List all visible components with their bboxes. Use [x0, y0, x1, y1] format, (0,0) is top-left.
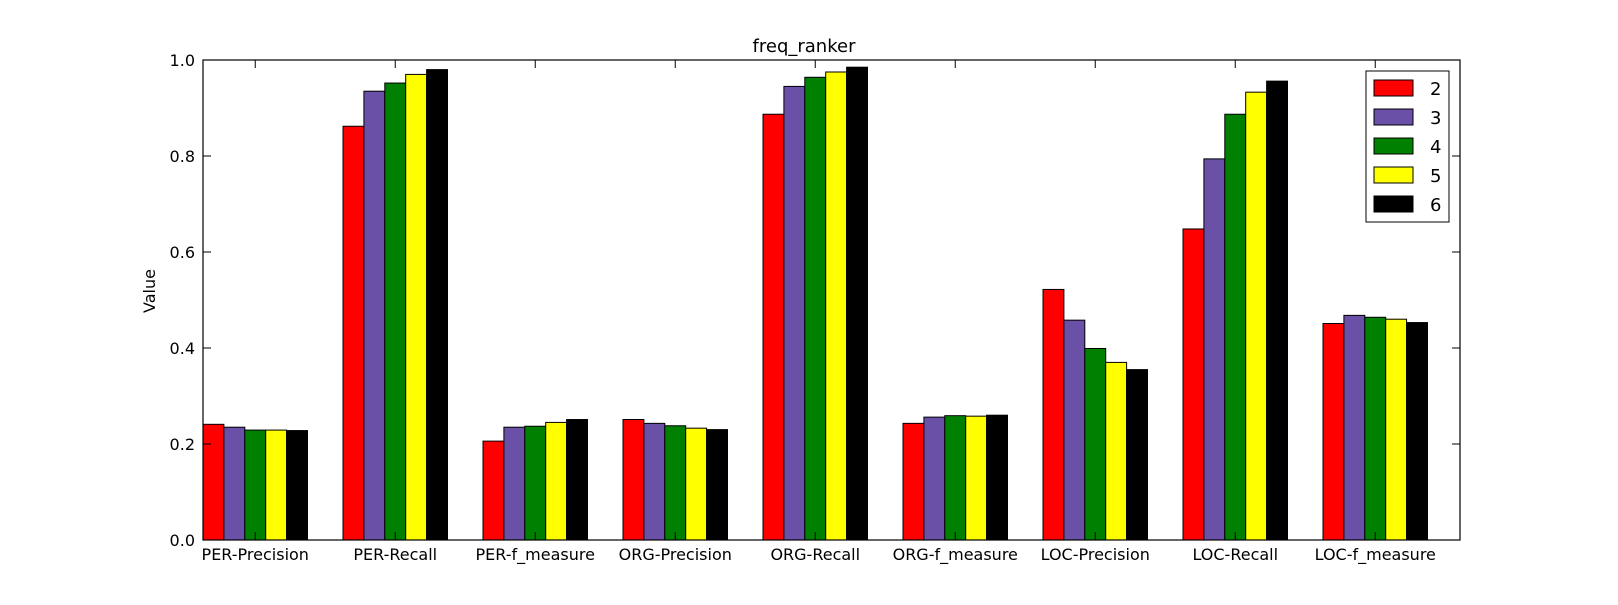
- bar-loc-f_measure-series-5: [1385, 318, 1408, 541]
- x-category-label: ORG-Recall: [770, 545, 860, 564]
- legend-label-2: 2: [1430, 79, 1441, 100]
- bar-org-recall-series-4: [804, 76, 827, 541]
- bar-per-precision-series-3: [223, 426, 246, 541]
- y-tick-label: 0.8: [170, 147, 195, 166]
- legend-swatch-3: [1373, 108, 1414, 126]
- bar-per-recall-series-3: [363, 90, 386, 541]
- legend-label-5: 5: [1430, 166, 1441, 187]
- legend-label-3: 3: [1430, 108, 1441, 129]
- x-axis-categories: PER-Precision PER-Recall PER-f_measure ORG-…: [202, 60, 1436, 565]
- legend-swatch-2: [1373, 79, 1414, 97]
- bar-org-f_measure-series-5: [965, 415, 988, 541]
- y-axis-label: Value: [140, 269, 159, 313]
- bar-org-precision-series-3: [643, 422, 666, 541]
- bar-org-precision-series-2: [622, 419, 645, 541]
- x-category-label: LOC-Recall: [1192, 545, 1278, 564]
- bar-loc-precision-series-2: [1042, 288, 1065, 541]
- bar-per-precision-series-4: [244, 429, 267, 541]
- y-tick-label: 0.6: [170, 243, 195, 262]
- bar-per-recall-series-2: [342, 125, 365, 541]
- legend-swatch-4: [1373, 137, 1414, 155]
- bar-org-precision-series-4: [664, 425, 687, 541]
- bar-loc-precision-series-3: [1063, 319, 1086, 541]
- bar-loc-precision-series-6: [1126, 369, 1148, 541]
- bar-loc-recall-series-6: [1266, 80, 1288, 541]
- bar-per-recall-series-5: [405, 73, 428, 541]
- bar-org-precision-series-6: [706, 429, 728, 541]
- bar-per-f_measure-series-2: [482, 440, 505, 541]
- bar-loc-recall-series-4: [1224, 113, 1247, 541]
- bar-loc-recall-series-3: [1203, 158, 1226, 541]
- legend-swatch-6: [1373, 195, 1414, 213]
- bar-per-f_measure-series-4: [524, 425, 547, 541]
- x-category-label: LOC-f_measure: [1315, 545, 1436, 565]
- bar-org-f_measure-series-4: [944, 415, 967, 541]
- legend: 2 3 4 5 6: [1365, 70, 1450, 223]
- bar-per-recall-series-6: [426, 69, 449, 541]
- bar-org-f_measure-series-6: [986, 414, 1008, 541]
- bar-loc-f_measure-series-6: [1406, 322, 1428, 541]
- bar-loc-recall-series-2: [1182, 228, 1205, 541]
- x-category-label: ORG-f_measure: [893, 545, 1018, 565]
- bar-loc-precision-series-4: [1084, 347, 1107, 541]
- bar-org-precision-series-5: [685, 427, 708, 541]
- x-category-label: ORG-Precision: [619, 545, 732, 564]
- bar-loc-f_measure-series-2: [1322, 323, 1345, 541]
- legend-label-6: 6: [1430, 195, 1441, 216]
- bar-loc-precision-series-5: [1105, 361, 1128, 541]
- bar-org-recall-series-6: [846, 66, 868, 541]
- bar-per-precision-series-2: [202, 423, 225, 541]
- bars-layer: [202, 66, 1428, 541]
- x-category-label: PER-Precision: [202, 545, 309, 564]
- bar-per-precision-series-6: [286, 430, 309, 541]
- bar-org-recall-series-2: [762, 113, 785, 541]
- y-axis-ticks: 0.0 0.2 0.4 0.6 0.8 1.0: [170, 51, 1460, 550]
- bar-per-f_measure-series-3: [503, 426, 526, 541]
- bar-org-f_measure-series-2: [902, 422, 925, 541]
- bar-org-f_measure-series-3: [923, 416, 946, 541]
- legend-label-4: 4: [1430, 137, 1441, 158]
- bar-org-recall-series-5: [825, 71, 848, 541]
- y-tick-label: 0.0: [170, 531, 195, 550]
- bar-loc-recall-series-5: [1245, 91, 1268, 541]
- chart-title: freq_ranker: [753, 36, 857, 57]
- bar-per-f_measure-series-6: [566, 419, 588, 541]
- x-category-label: PER-Recall: [353, 545, 437, 564]
- bar-loc-f_measure-series-3: [1343, 314, 1366, 541]
- y-tick-label: 1.0: [170, 51, 195, 70]
- y-tick-label: 0.2: [170, 435, 195, 454]
- x-category-label: LOC-Precision: [1041, 545, 1150, 564]
- bar-per-precision-series-5: [265, 429, 288, 541]
- legend-swatch-5: [1373, 166, 1414, 184]
- bar-org-recall-series-3: [783, 85, 806, 541]
- x-category-label: PER-f_measure: [476, 545, 595, 565]
- y-tick-label: 0.4: [170, 339, 195, 358]
- bar-per-recall-series-4: [384, 82, 407, 541]
- bar-loc-f_measure-series-4: [1364, 316, 1387, 541]
- bar-per-f_measure-series-5: [545, 421, 568, 541]
- plot-frame: [202, 59, 1461, 541]
